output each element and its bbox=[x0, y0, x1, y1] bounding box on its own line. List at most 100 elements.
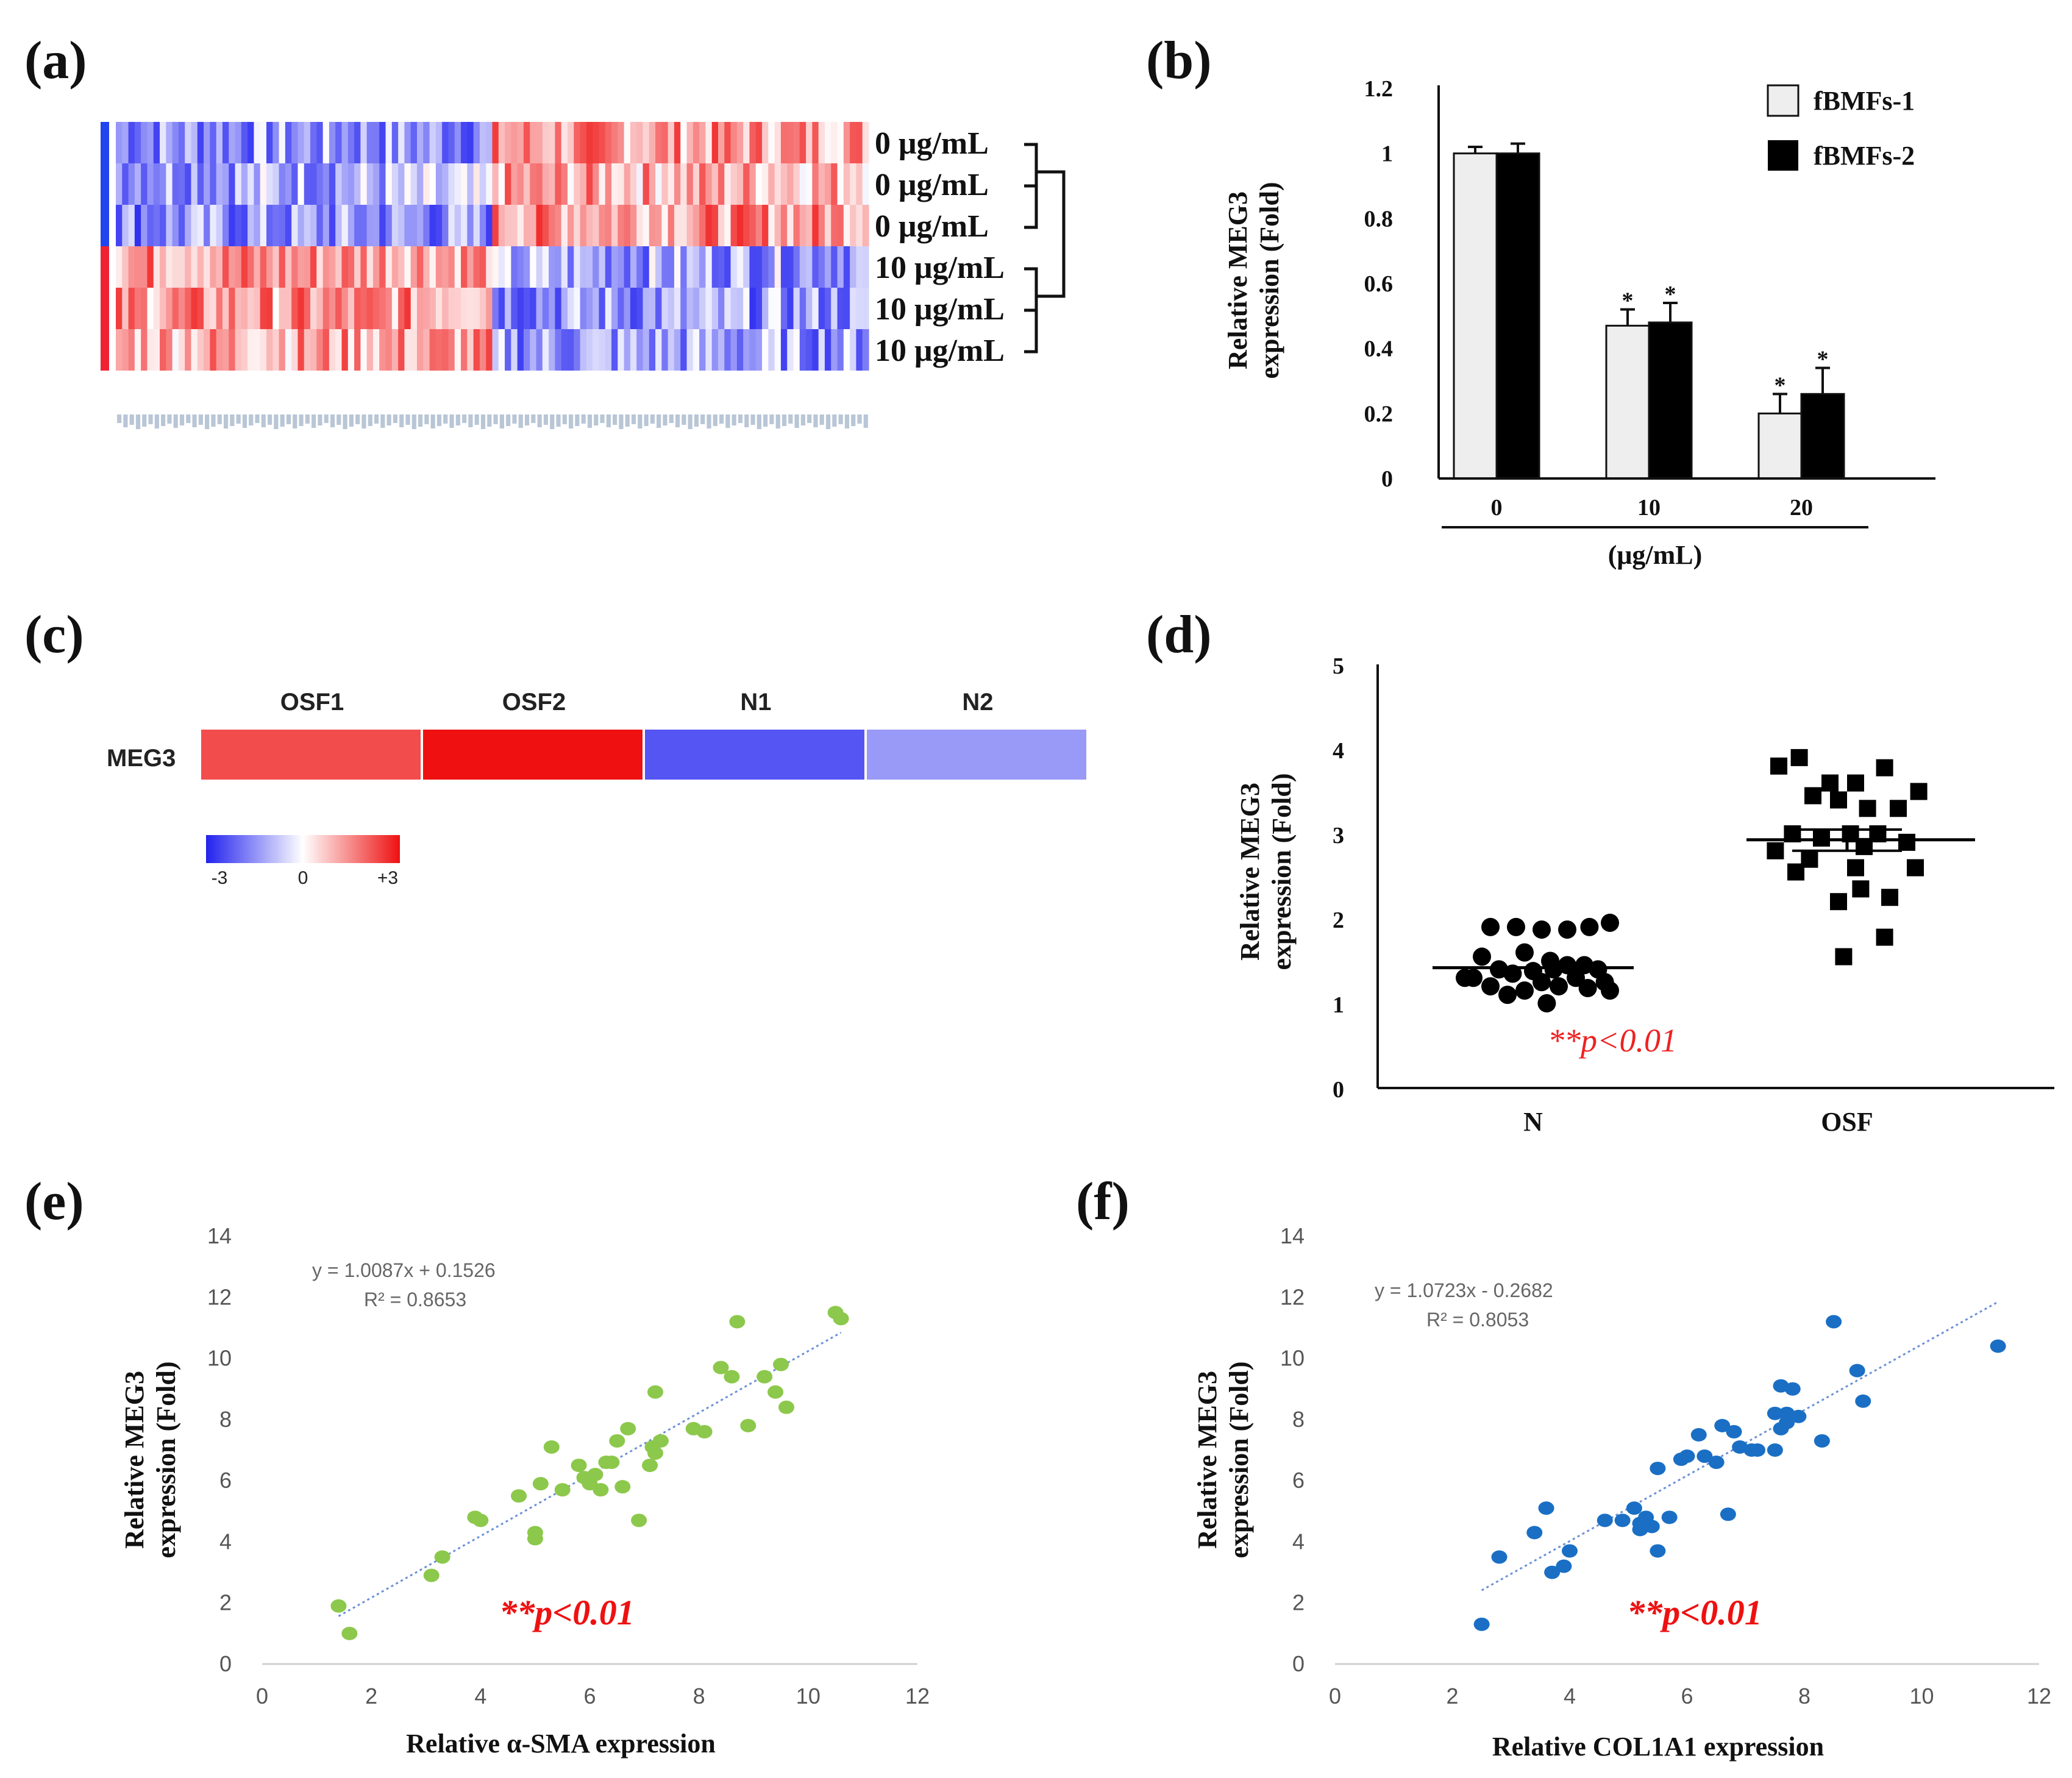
heatmap-a-cell bbox=[774, 288, 781, 329]
heatmap-a-cell bbox=[718, 122, 725, 163]
scatter-point bbox=[740, 1418, 757, 1432]
heatmap-a-cell bbox=[197, 122, 204, 163]
heatmap-a-cell bbox=[711, 122, 719, 163]
scatter-f-plot: 0 2 4 6 8 10 12 0 2 4 6 8 10 12 14 bbox=[1280, 1223, 2051, 1709]
heatmap-a-column-label bbox=[675, 414, 680, 427]
scatter-f-y-label-line1: Relative MEG3 bbox=[1192, 1371, 1222, 1549]
heatmap-a-cell bbox=[279, 205, 286, 246]
heatmap-a-cell bbox=[172, 288, 179, 329]
heatmap-a-cell bbox=[755, 122, 763, 163]
heatmap-a-cell bbox=[229, 246, 236, 288]
heatmap-a-strip-cell bbox=[101, 246, 109, 288]
heatmap-a-cell bbox=[799, 122, 806, 163]
scatter-x-tick: 4 bbox=[474, 1684, 486, 1709]
heatmap-a-cell bbox=[568, 329, 574, 371]
heatmap-a-cell bbox=[692, 122, 700, 163]
heatmap-a-cell bbox=[561, 205, 568, 246]
heatmap-a-strip-cell bbox=[101, 163, 109, 205]
heatmap-a-cell bbox=[160, 122, 166, 163]
heatmap-a-cell bbox=[536, 288, 543, 329]
scatter-point bbox=[1708, 1456, 1725, 1470]
heatmap-a-cell bbox=[210, 163, 217, 205]
heatmap-a-cell bbox=[787, 246, 794, 288]
heatmap-a-cell bbox=[768, 205, 775, 246]
heatmap-a-cell bbox=[254, 163, 261, 205]
heatmap-a-column-label bbox=[324, 414, 329, 423]
heatmap-a-cell bbox=[831, 122, 838, 163]
scatter-f-x-label: Relative COL1A1 expression bbox=[1492, 1732, 1824, 1762]
heatmap-a-cell bbox=[116, 163, 123, 205]
heatmap-a-cell bbox=[210, 329, 217, 371]
heatmap-a-cell bbox=[266, 122, 273, 163]
heatmap-a-cell bbox=[749, 288, 757, 329]
heatmap-a-cell bbox=[530, 163, 537, 205]
heatmap-a-cell bbox=[210, 246, 217, 288]
scatter-point bbox=[773, 1357, 789, 1371]
heatmap-a-column-label bbox=[142, 414, 147, 427]
heatmap-a-column-label bbox=[286, 414, 291, 424]
scatter-point bbox=[729, 1315, 746, 1329]
bar-y-tick: 1 bbox=[1381, 141, 1393, 167]
heatmap-a-cell bbox=[467, 205, 474, 246]
heatmap-a-cell bbox=[385, 288, 393, 329]
bar-fBMFs-2-10 bbox=[1648, 321, 1693, 480]
heatmap-a-cell bbox=[260, 122, 267, 163]
scatter-point bbox=[1696, 1449, 1713, 1463]
heatmap-a-cell bbox=[649, 122, 656, 163]
heatmap-a-cell bbox=[216, 205, 223, 246]
heatmap-a-cell bbox=[479, 329, 486, 371]
heatmap-a-cell bbox=[147, 122, 154, 163]
scatter-y-tick: 4 bbox=[1292, 1529, 1305, 1554]
heatmap-a-cell bbox=[241, 246, 248, 288]
heatmap-a-cell bbox=[216, 163, 223, 205]
heatmap-a-cell bbox=[755, 163, 763, 205]
heatmap-a-cell bbox=[141, 246, 148, 288]
heatmap-a-column-label bbox=[556, 414, 561, 427]
dot-point-n bbox=[1515, 943, 1534, 962]
heatmap-a-cell bbox=[699, 246, 707, 288]
heatmap-a-cell bbox=[304, 205, 311, 246]
heatmap-a-cell bbox=[285, 122, 292, 163]
heatmap-a-cell bbox=[153, 246, 160, 288]
heatmap-a-cell bbox=[479, 205, 486, 246]
heatmap-a-column-label bbox=[154, 414, 159, 428]
heatmap-a-cell bbox=[442, 329, 449, 371]
heatmap-a-cell bbox=[467, 163, 474, 205]
heatmap-a-cell bbox=[655, 122, 662, 163]
heatmap-a-cell bbox=[668, 329, 675, 371]
heatmap-a-cell bbox=[354, 122, 361, 163]
heatmap-a-cell bbox=[768, 163, 775, 205]
heatmap-a-cell bbox=[542, 246, 549, 288]
heatmap-a-cell bbox=[568, 246, 574, 288]
heatmap-a-cell bbox=[780, 122, 788, 163]
heatmap-a-cell bbox=[649, 246, 656, 288]
heatmap-a-cell bbox=[686, 122, 694, 163]
heatmap-a-cell bbox=[711, 246, 719, 288]
dot-point-n bbox=[1550, 977, 1568, 996]
heatmap-a-cell bbox=[768, 329, 775, 371]
heatmap-a-cell bbox=[668, 205, 675, 246]
heatmap-a-cell bbox=[843, 329, 850, 371]
heatmap-a-cell bbox=[674, 288, 681, 329]
heatmap-a-cell bbox=[247, 329, 255, 371]
bar-fBMFs-2-20 bbox=[1800, 393, 1845, 480]
heatmap-a-cell bbox=[668, 288, 675, 329]
scatter-y-tick: 10 bbox=[207, 1346, 232, 1371]
heatmap-a-column-label bbox=[813, 414, 818, 427]
heatmap-a-cell bbox=[812, 329, 819, 371]
scatter-y-tick: 12 bbox=[1280, 1284, 1305, 1309]
heatmap-a-cell bbox=[297, 205, 305, 246]
heatmap-a-cell bbox=[586, 122, 593, 163]
heatmap-a-cell bbox=[122, 329, 129, 371]
heatmap-a-cell bbox=[843, 122, 850, 163]
heatmap-a-cell bbox=[141, 122, 148, 163]
heatmap-a-cell bbox=[316, 329, 324, 371]
heatmap-a-cell bbox=[116, 122, 123, 163]
heatmap-a-cell bbox=[555, 329, 562, 371]
heatmap-a-cell bbox=[417, 246, 424, 288]
heatmap-a-column-label bbox=[349, 414, 354, 427]
heatmap-a-cell bbox=[730, 288, 738, 329]
heatmap-a-cell bbox=[661, 122, 669, 163]
heatmap-a-cell bbox=[624, 205, 631, 246]
heatmap-a-column-label bbox=[562, 414, 567, 424]
